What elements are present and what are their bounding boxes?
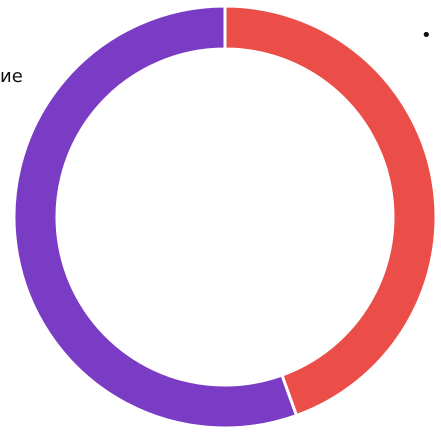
legend-marker-right: •: [421, 25, 432, 46]
legend-label-left: ие: [0, 66, 23, 87]
donut-slice-2: [12, 4, 299, 430]
donut-slice-1: [223, 4, 438, 418]
